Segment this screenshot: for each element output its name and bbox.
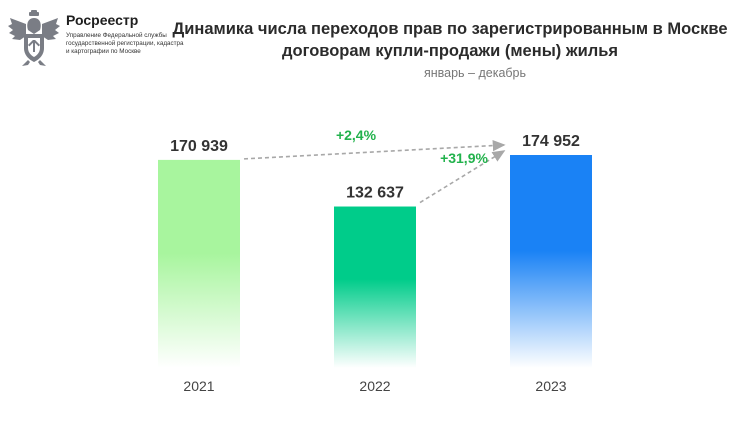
growth-label-2021-2023: +2,4% [336,127,377,143]
value-label-2021: 170 939 [170,138,228,155]
chart-title: Динамика числа переходов прав по зарегис… [172,20,728,60]
value-label-2023: 174 952 [522,133,580,150]
category-label-2023: 2023 [535,378,566,394]
chart-subtitle: январь – декабрь [423,66,527,80]
rosreestr-logo: Росреестр Управление Федеральной службы … [8,8,184,78]
bar-2023 [510,155,592,368]
growth-label-2022-2023: +31,9% [440,150,488,166]
growth-arrow-2022-2023 [419,150,506,204]
category-label-2022: 2022 [359,378,390,394]
bar-2021 [158,159,240,368]
category-label-2021: 2021 [183,378,214,394]
org-description: Управление Федеральной службы государств… [66,32,184,55]
value-label-2022: 132 637 [346,185,404,202]
org-name: Росреестр [66,12,139,28]
bar-2022 [334,206,416,368]
eagle-emblem-icon [8,10,60,66]
growth-arrow-2021-2023 [243,140,506,160]
